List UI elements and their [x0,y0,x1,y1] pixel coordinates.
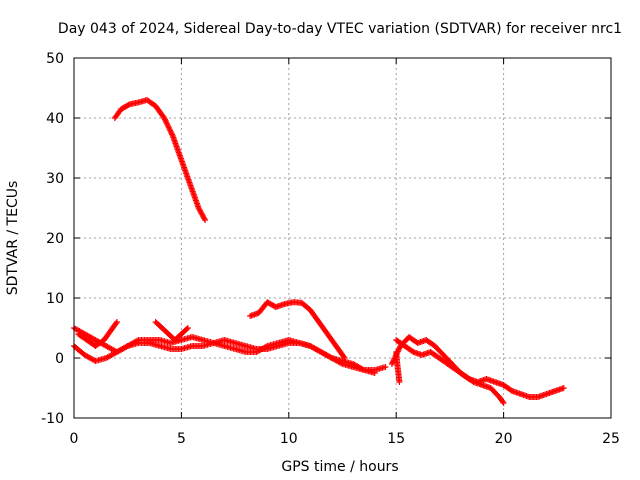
chart-title: Day 043 of 2024, Sidereal Day-to-day VTE… [58,21,622,37]
y-tick-label: 50 [46,51,64,67]
data-point-marker [113,319,120,325]
data-point-marker [164,121,171,128]
data-point-marker [125,101,132,108]
data-point-marker [169,131,176,138]
data-point-marker [507,387,514,394]
data-point-marker [184,325,191,331]
data-point-marker [327,354,334,361]
data-point-marker [500,400,507,406]
data-point-marker [382,364,389,370]
data-point-marker [163,120,170,127]
x-tick-label: 0 [70,431,79,447]
grid [74,58,611,418]
series-drop-15 [393,349,403,385]
data-point-marker [183,326,190,332]
x-axis-label: GPS time / hours [281,459,398,475]
data-point-marker [371,370,378,376]
data-point-marker [388,361,395,367]
y-tick-label: 30 [46,171,64,187]
axis-ticks: 0 5 10 15 20 25 -10 0 10 20 30 40 50 [41,51,620,447]
data-point-marker [499,398,506,405]
x-tick-label: 10 [280,431,298,447]
data-point-marker [113,320,120,327]
x-tick-label: 25 [602,431,620,447]
data-point-marker [163,119,170,126]
data-point-marker [161,116,168,123]
data-point-marker [469,378,476,385]
series-arc-high [111,97,209,223]
y-tick-label: 40 [46,111,64,127]
data-point-marker [166,126,173,133]
series-arc-mid [247,299,348,361]
x-tick-label: 5 [177,431,186,447]
y-tick-label: -10 [41,411,64,427]
data-point-marker [167,127,174,134]
series-spike-left [75,319,120,349]
y-tick-label: 10 [46,291,64,307]
data-point-marker [396,379,403,385]
data-point-marker [202,217,209,223]
data-point-marker [165,124,172,131]
data-point-marker [162,117,169,124]
data-point-marker [168,130,175,137]
series-spike-mid [152,319,191,343]
y-tick-label: 0 [55,351,64,367]
data-point-marker [165,123,172,130]
data-point-marker [161,115,168,121]
data-point-marker [560,385,567,391]
data-point-marker [409,348,416,355]
data-point-marker [201,215,208,222]
data-point-marker [167,128,174,135]
data-point-marker [396,345,403,352]
x-tick-label: 15 [387,431,405,447]
series-base-b [71,325,378,376]
data-point-marker [359,366,366,373]
y-axis-label: SDTVAR / TECUs [5,181,21,296]
y-tick-label: 20 [46,231,64,247]
data-marks [71,97,567,406]
series-tail-right [388,334,567,400]
x-tick-label: 20 [495,431,513,447]
series-tail-right-b [393,337,507,406]
data-point-marker [134,337,141,344]
